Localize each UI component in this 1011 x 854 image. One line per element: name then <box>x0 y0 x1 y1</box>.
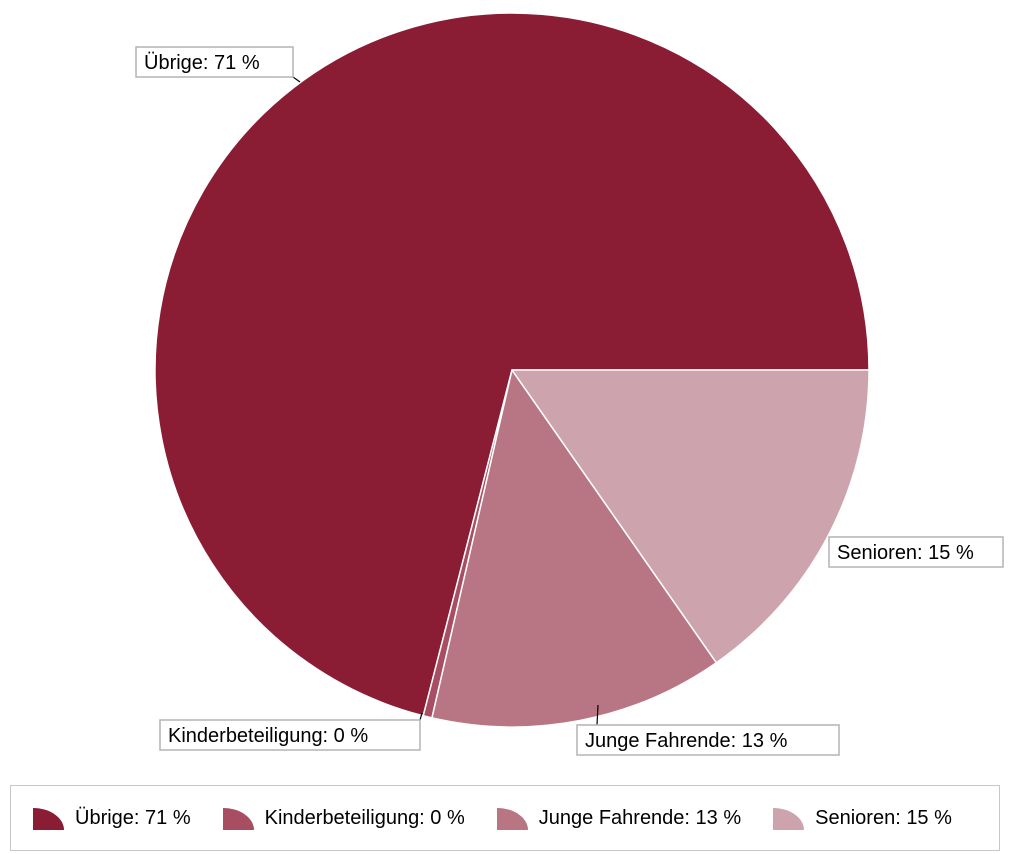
legend-label: Junge Fahrende: 13 % <box>538 806 742 829</box>
callout-box <box>828 536 1004 568</box>
callout-box <box>135 46 294 78</box>
legend-swatch-icon <box>773 808 805 830</box>
callout-3: Senioren: 15 % <box>828 536 1004 568</box>
legend: Übrige: 71 % Kinderbeteiligung: 0 % Junge … <box>10 785 1000 851</box>
legend-label: Kinderbeteiligung: 0 % <box>264 806 465 829</box>
callout-box <box>576 724 840 756</box>
pie-chart: Übrige: 71 % Kinderbeteiligung: 0 % Junge … <box>135 12 1004 756</box>
callout-leader-line <box>596 704 599 726</box>
legend-label: Übrige: 71 % <box>75 806 191 829</box>
pie-slice-2 <box>431 369 718 728</box>
pie-slices <box>154 12 870 728</box>
legend-swatch-icon <box>222 808 254 830</box>
callout-label: Junge Fahrende: 13 % <box>585 730 788 752</box>
legend-item-1: Kinderbeteiligung: 0 % <box>221 805 465 831</box>
callout-label: Übrige: 71 % <box>144 52 260 74</box>
callout-label: Senioren: 15 % <box>837 542 974 564</box>
legend-item-3: Senioren: 15 % <box>771 805 952 831</box>
callout-label: Kinderbeteiligung: 0 % <box>168 725 368 747</box>
legend-swatch-icon <box>33 808 64 830</box>
pie-slice-0 <box>154 12 870 717</box>
legend-item-2: Junge Fahrende: 13 % <box>495 805 741 831</box>
legend-item-0: Übrige: 71 % <box>31 805 191 831</box>
callout-1: Kinderbeteiligung: 0 % <box>159 712 423 751</box>
callout-leader-line <box>292 76 301 83</box>
callout-leader-line <box>419 712 423 721</box>
legend-label: Senioren: 15 % <box>815 806 952 829</box>
callout-0: Übrige: 71 % <box>135 46 301 83</box>
pie-slice-3 <box>511 369 870 664</box>
callout-box <box>159 719 421 751</box>
callout-2: Junge Fahrende: 13 % <box>576 704 840 756</box>
slice-callouts: Übrige: 71 % Kinderbeteiligung: 0 % Junge … <box>135 46 1004 756</box>
legend-swatch-icon <box>496 808 528 830</box>
